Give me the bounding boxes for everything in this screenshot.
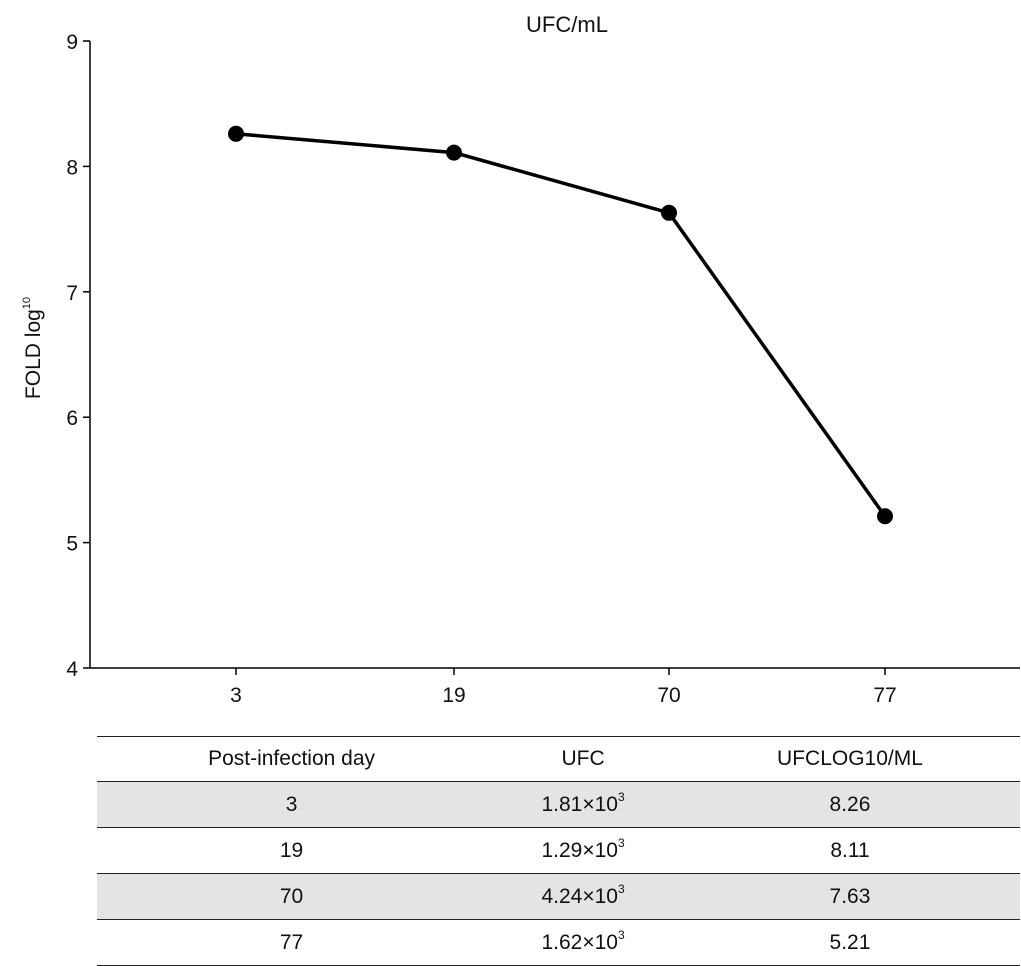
- table-cell-ufc: 1.81×103: [486, 781, 680, 828]
- table-cell-ufc: 1.29×103: [486, 827, 680, 874]
- ufc-exponent: 3: [617, 928, 625, 942]
- table-header-log: UFCLOG10/ML: [679, 736, 1020, 782]
- x-tick-label: 3: [230, 684, 242, 707]
- ufc-mantissa: 1.29: [541, 839, 583, 862]
- y-axis-label: FOLD log10: [21, 297, 45, 399]
- table-row: 70 4.24×103 7.63: [97, 873, 1020, 920]
- table-cell-ufc: 1.62×103: [486, 919, 680, 966]
- table-row: 19 1.29×103 8.11: [97, 827, 1020, 874]
- y-tick-label: 8: [66, 156, 78, 179]
- y-axis-label-superscript: 10: [21, 297, 33, 309]
- ufc-base: ×10: [582, 931, 618, 954]
- ufc-exponent: 3: [617, 836, 625, 850]
- table-header-row: Post-infection day UFC UFCLOG10/ML: [97, 736, 1020, 782]
- table-row: 77 1.62×103 5.21: [97, 919, 1020, 966]
- y-tick-label: 9: [66, 31, 78, 54]
- x-tick-label: 70: [657, 684, 680, 707]
- x-tick-label: 19: [442, 684, 465, 707]
- data-point: [228, 125, 244, 142]
- chart-title: UFC/mL: [526, 12, 608, 37]
- table-cell-log: 8.26: [679, 781, 1020, 828]
- data-point: [877, 508, 893, 525]
- table-cell-ufc: 4.24×103: [486, 873, 680, 920]
- ticks: 4 5 6 7 8 9 3 19 70 77: [66, 31, 896, 707]
- table-cell-day: 70: [97, 873, 487, 920]
- data-point: [446, 144, 462, 161]
- y-tick-label: 5: [66, 533, 78, 556]
- ufc-mantissa: 1.81: [541, 793, 583, 816]
- ufc-exponent: 3: [617, 882, 625, 896]
- ufc-exponent: 3: [617, 790, 625, 804]
- table-header-ufc: UFC: [486, 736, 680, 782]
- table-cell-log: 8.11: [679, 827, 1020, 874]
- table-header-day: Post-infection day: [97, 736, 487, 782]
- ufc-mantissa: 4.24: [541, 885, 583, 908]
- axes: [89, 41, 1020, 669]
- ufc-mantissa: 1.62: [541, 931, 583, 954]
- y-tick-label: 6: [66, 407, 78, 430]
- ufc-base: ×10: [582, 885, 618, 908]
- series: [228, 125, 893, 525]
- table-cell-day: 77: [97, 919, 487, 966]
- table-cell-log: 7.63: [679, 873, 1020, 920]
- y-tick-label: 4: [66, 658, 78, 681]
- data-table: Post-infection day UFC UFCLOG10/ML 3 1.8…: [97, 736, 1020, 966]
- chart: UFC/mL FOLD log10 4 5 6 7 8 9 3 19 70 77: [21, 12, 1020, 707]
- data-point: [661, 204, 677, 221]
- table-cell-log: 5.21: [679, 919, 1020, 966]
- ufc-base: ×10: [582, 793, 618, 816]
- y-tick-label: 7: [66, 282, 78, 305]
- x-tick-label: 77: [873, 684, 896, 707]
- series-line: [235, 132, 887, 518]
- table-cell-day: 19: [97, 827, 487, 874]
- ufc-base: ×10: [582, 839, 618, 862]
- table-cell-day: 3: [97, 781, 487, 828]
- table-row: 3 1.81×103 8.26: [97, 781, 1020, 828]
